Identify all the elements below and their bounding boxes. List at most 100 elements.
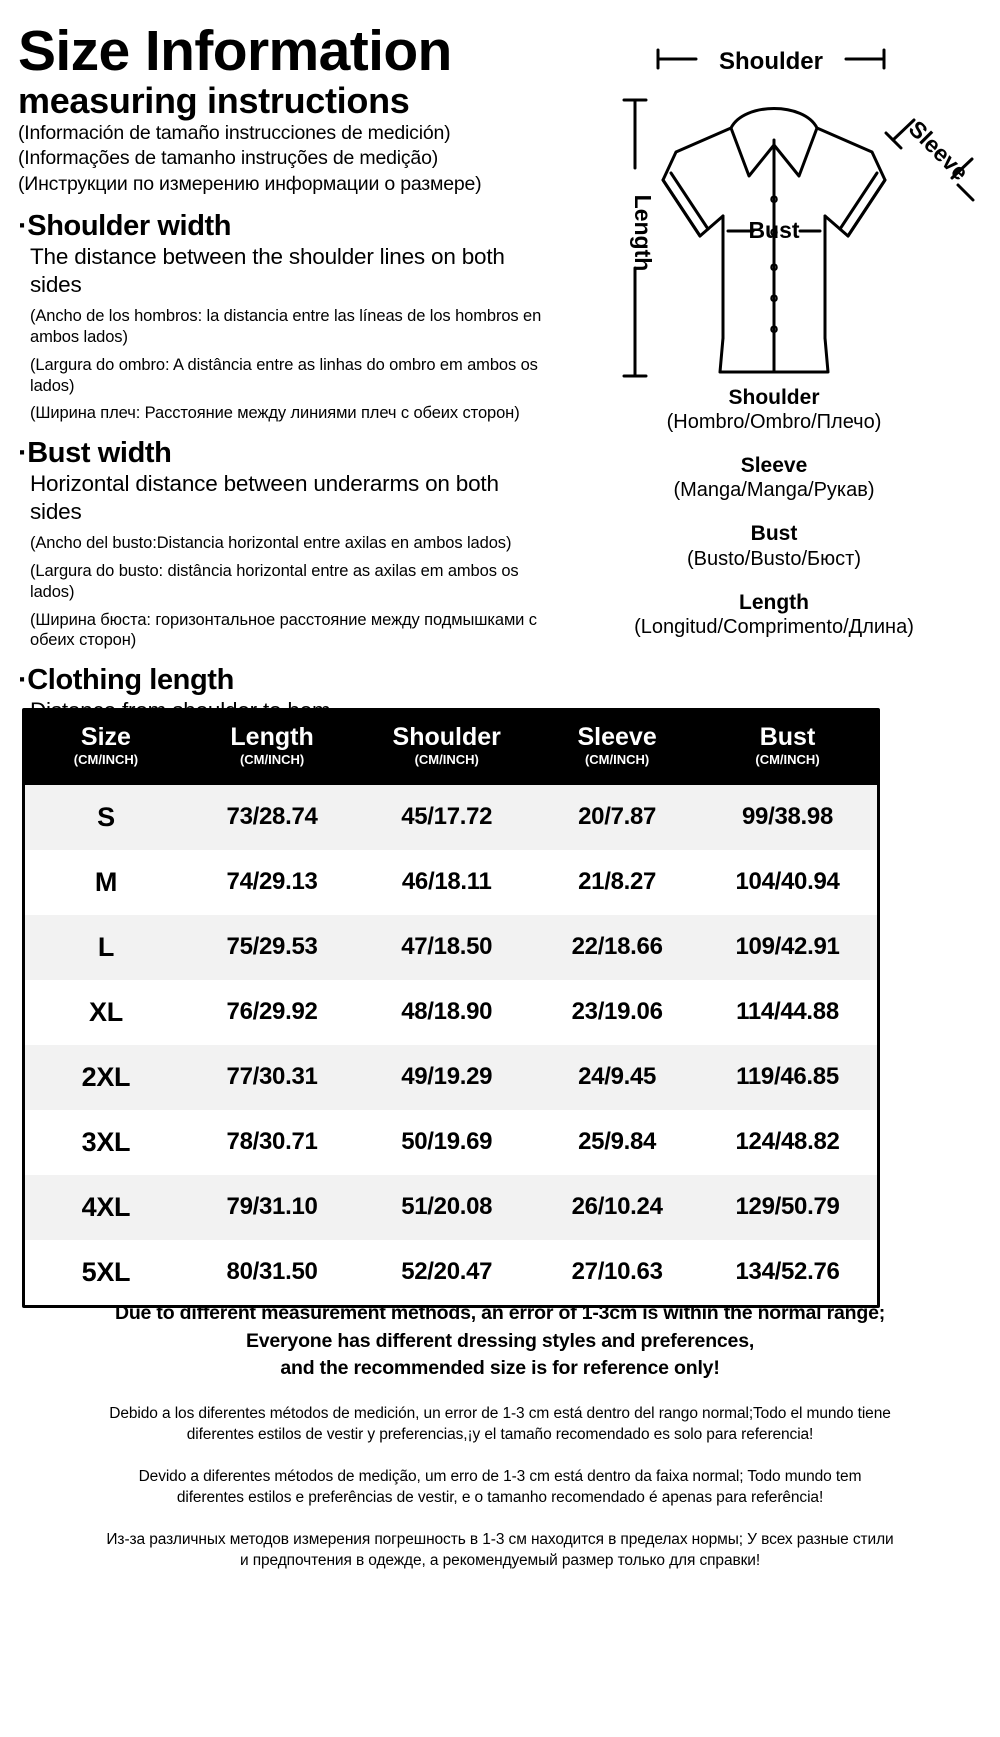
cell-length: 79/31.10 <box>226 1193 318 1221</box>
disclaimer-russian: Из-за различных методов измерения погреш… <box>106 1530 894 1569</box>
cell-bust: 109/42.91 <box>735 933 840 961</box>
length-callout-label: Length <box>630 195 656 272</box>
cell-length: 73/28.74 <box>226 803 318 831</box>
legend-label-translated: (Busto/Busto/Бюст) <box>686 547 861 570</box>
right-sleeve-edge <box>846 178 887 238</box>
size-table-head: Size (CM/INCH) Length (CM/INCH) Shoulder… <box>25 711 877 785</box>
button-icon: o <box>770 258 779 274</box>
cell-length: 77/30.31 <box>226 1063 318 1091</box>
cell-bust: 134/52.76 <box>735 1258 840 1286</box>
cell-shoulder: 51/20.08 <box>401 1193 493 1221</box>
section-bust-width: ·Bust width Horizontal distance between … <box>18 437 548 651</box>
legend-item-length: Length (Longitud/Comprimento/Длина) <box>548 590 1000 640</box>
cell-shoulder: 49/19.29 <box>401 1063 493 1091</box>
cell-sleeve: 21/8.27 <box>578 868 657 896</box>
cell-sleeve: 22/18.66 <box>571 933 663 961</box>
cell-length: 76/29.92 <box>226 998 318 1026</box>
table-row: 2XL 77/30.31 49/19.29 24/9.45 119/46.85 <box>25 1044 877 1110</box>
top-section: Size Information measuring instructions … <box>0 0 1000 807</box>
disclaimer-footer: Due to different measurement methods, an… <box>0 1300 1000 1571</box>
column-header-bust: Bust (CM/INCH) <box>698 711 877 785</box>
sleeve-callout-label: Sleeve <box>904 115 974 185</box>
cell-shoulder: 45/17.72 <box>401 803 493 831</box>
column-title: Length <box>230 723 314 751</box>
section-heading-text: Clothing length <box>27 664 234 697</box>
button-icon: o <box>770 190 779 206</box>
column-header-sleeve: Sleeve (CM/INCH) <box>536 711 699 785</box>
legend-label-en: Bust <box>750 522 798 546</box>
sleeve-measure-line <box>884 118 975 202</box>
cell-sleeve: 26/10.24 <box>571 1193 663 1221</box>
cell-shoulder: 46/18.11 <box>401 868 492 896</box>
legend-label-en: Shoulder <box>728 386 820 409</box>
table-row: S 73/28.74 45/17.72 20/7.87 99/38.98 <box>25 784 877 850</box>
shirt-diagram: o o o o o Shoulder Bust Length Sleeve <box>548 28 1000 388</box>
disclaimer-portuguese: Devido a diferentes métodos de medição, … <box>138 1467 862 1507</box>
legend-item-sleeve: Sleeve (Manga/Manga/Рукав) <box>548 453 1000 503</box>
cell-bust: 129/50.79 <box>735 1193 840 1221</box>
cell-shoulder: 48/18.90 <box>401 998 493 1026</box>
table-row: 4XL 79/31.10 51/20.08 26/10.24 129/50.79 <box>25 1174 877 1240</box>
section-translation-ru: (Длина одежды: расстояние от плеча до кр… <box>30 788 380 807</box>
table-row: XL 76/29.92 48/18.90 23/19.06 114/44.88 <box>25 979 877 1045</box>
bullet-marker: · <box>18 210 28 243</box>
legend-label-en: Length <box>739 590 809 614</box>
shirt-diagram-svg: o o o o o Shoulder Bust Length Sleeve <box>622 48 975 378</box>
size-table: Size (CM/INCH) Length (CM/INCH) Shoulder… <box>25 711 877 1305</box>
section-shoulder-width: ·Shoulder width The distance between the… <box>18 210 548 424</box>
section-translation-es: (Ancho de los hombros: la distancia entr… <box>30 307 542 346</box>
cell-size: S <box>97 801 115 832</box>
measurement-legend: Shoulder (Hombro/Ombro/Плечо) Sleeve (Ma… <box>548 385 1000 640</box>
cell-size: XL <box>88 996 123 1027</box>
cell-bust: 99/38.98 <box>742 803 834 831</box>
button-icon: o <box>770 289 779 305</box>
table-row: L 75/29.53 47/18.50 22/18.66 109/42.91 <box>25 914 877 980</box>
legend-item-shoulder: Shoulder (Hombro/Ombro/Плечо) <box>548 385 1000 435</box>
legend-label-translated: (Manga/Manga/Рукав) <box>673 479 875 502</box>
button-icon: o <box>770 320 779 336</box>
section-translation-es: (Ancho del busto:Distancia horizontal en… <box>30 534 512 553</box>
section-heading: ·Clothing length <box>18 664 548 697</box>
table-header-row: Size (CM/INCH) Length (CM/INCH) Shoulder… <box>25 711 877 785</box>
cell-size: L <box>97 931 115 962</box>
section-heading: ·Shoulder width <box>18 210 548 243</box>
left-sleeve-hem <box>669 171 710 231</box>
column-title: Size <box>80 723 131 751</box>
cell-sleeve: 25/9.84 <box>578 1128 657 1156</box>
cell-bust: 114/44.88 <box>736 998 839 1026</box>
section-translation-pt: (Largura do busto: distância horizontal … <box>30 562 519 601</box>
table-row: 5XL 80/31.50 52/20.47 27/10.63 134/52.76 <box>25 1239 877 1305</box>
section-description: The distance between the shoulder lines … <box>30 243 505 298</box>
size-table-body: S 73/28.74 45/17.72 20/7.87 99/38.98 M 7… <box>25 784 877 1305</box>
cell-bust: 124/48.82 <box>735 1128 840 1156</box>
bullet-marker: · <box>18 437 28 470</box>
section-description: Horizontal distance between underarms on… <box>30 470 499 525</box>
legend-label-en: Sleeve <box>740 454 808 478</box>
section-heading-text: Bust width <box>27 437 172 470</box>
column-unit: (CM/INCH) <box>239 752 305 768</box>
column-unit: (CM/INCH) <box>584 752 650 768</box>
table-row: 3XL 78/30.71 50/19.69 25/9.84 124/48.82 <box>25 1109 877 1175</box>
column-title: Bust <box>759 723 816 751</box>
right-sleeve-hem <box>838 171 879 231</box>
cell-shoulder: 50/19.69 <box>401 1128 493 1156</box>
cell-sleeve: 24/9.45 <box>578 1063 657 1091</box>
bullet-marker: · <box>18 664 28 697</box>
column-unit: (CM/INCH) <box>73 752 139 768</box>
left-sleeve-edge <box>661 178 702 238</box>
cell-length: 78/30.71 <box>226 1128 318 1156</box>
cell-size: 2XL <box>81 1061 131 1092</box>
cell-shoulder: 52/20.47 <box>401 1258 493 1286</box>
section-heading-text: Shoulder width <box>27 210 232 243</box>
column-header-length: Length (CM/INCH) <box>186 711 358 785</box>
column-unit: (CM/INCH) <box>755 752 820 768</box>
legend-item-bust: Bust (Busto/Busto/Бюст) <box>548 521 1000 571</box>
column-unit: (CM/INCH) <box>414 752 479 768</box>
button-group: o o o o o <box>770 190 779 336</box>
column-header-size: Size (CM/INCH) <box>25 711 187 785</box>
cell-sleeve: 27/10.63 <box>571 1258 663 1286</box>
size-table-container: Size (CM/INCH) Length (CM/INCH) Shoulder… <box>22 708 880 1308</box>
disclaimer-english: Due to different measurement methods, an… <box>114 1302 886 1380</box>
cell-size: 3XL <box>81 1126 131 1157</box>
